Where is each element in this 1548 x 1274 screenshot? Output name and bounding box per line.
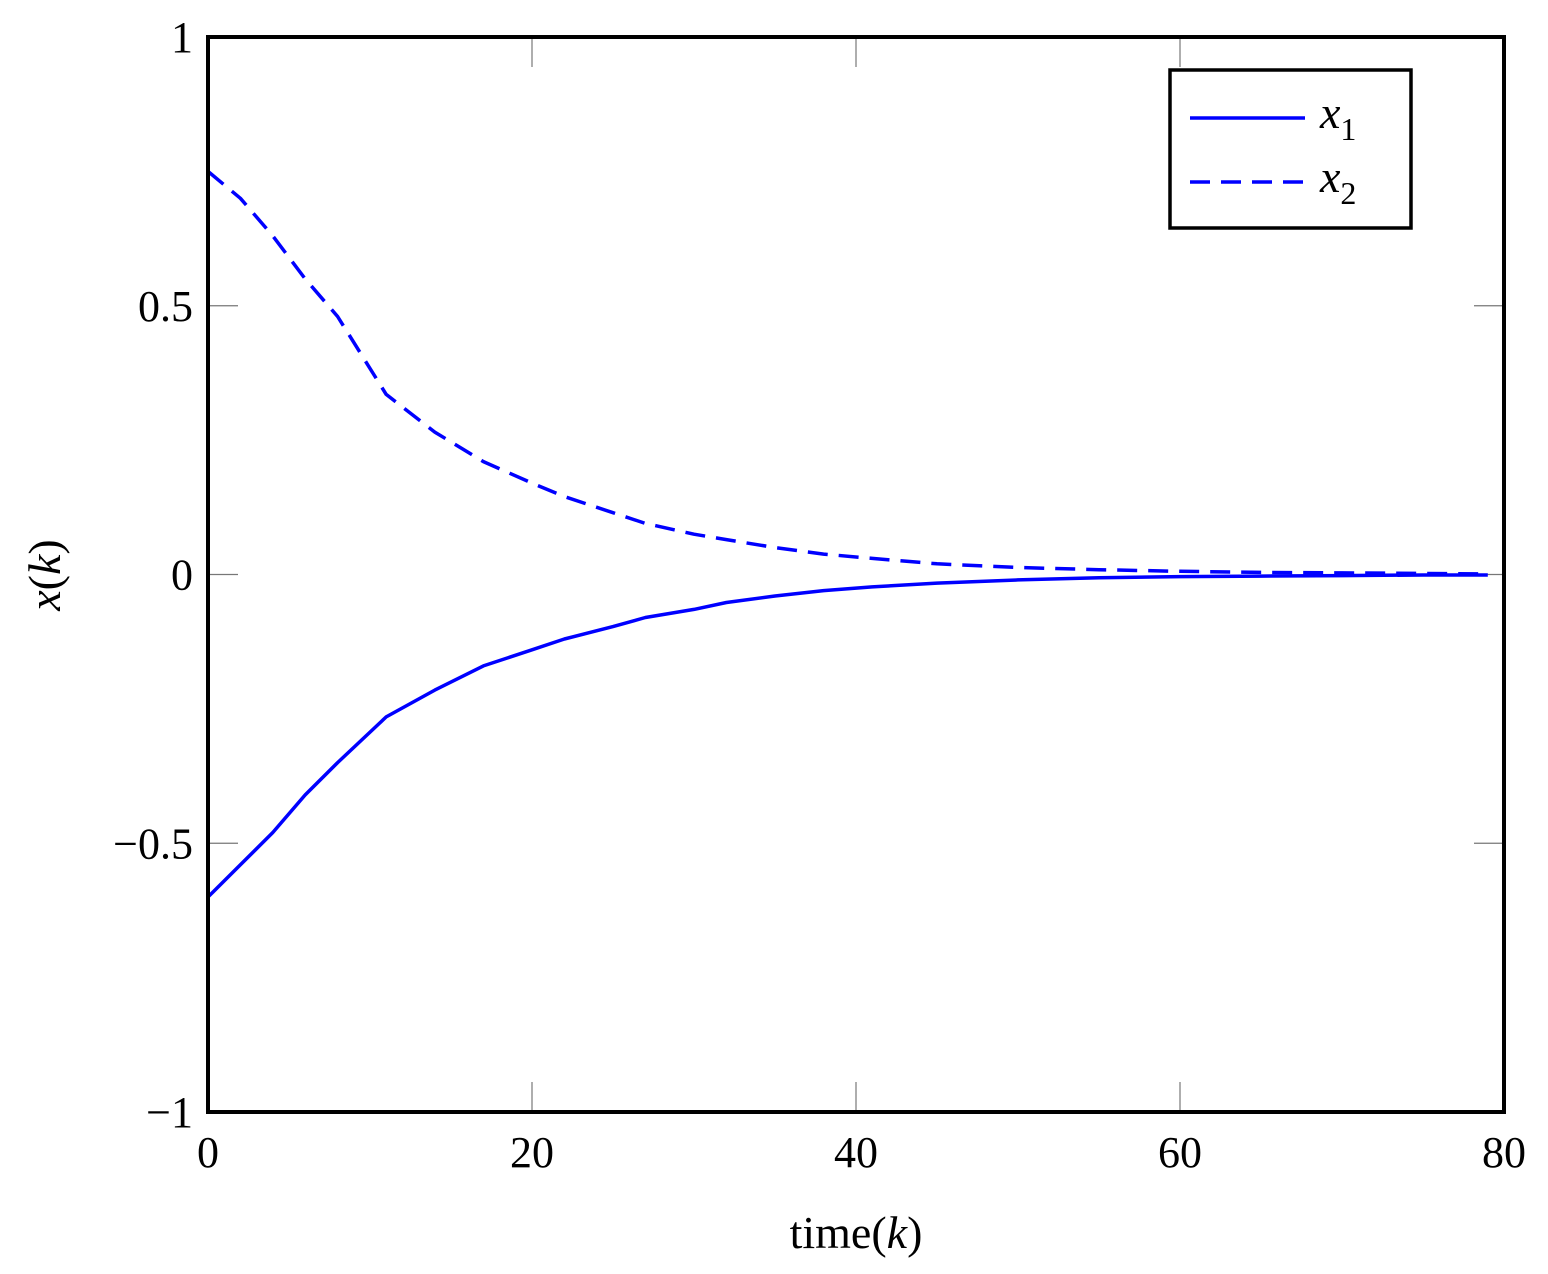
x-tick-label: 0 <box>197 1128 219 1177</box>
y-tick-label: 0 <box>171 551 193 600</box>
y-axis-label-open: ( <box>19 575 70 590</box>
x-axis-label-suffix: ) <box>907 1207 922 1258</box>
x-axis-label: time(k) <box>790 1207 923 1258</box>
legend-box <box>1168 68 1413 230</box>
x-tick-label: 60 <box>1158 1128 1202 1177</box>
y-tick-label: −1 <box>146 1088 193 1137</box>
series-line-x1 <box>206 573 1488 899</box>
y-axis-label-close: ) <box>19 539 70 554</box>
legend-label-x1-sub: 1 <box>1340 111 1356 147</box>
y-tick-label: 0.5 <box>138 282 193 331</box>
series-line-x2 <box>206 170 1488 576</box>
x-tick-label: 20 <box>510 1128 554 1177</box>
legend-label-x2-sub: 2 <box>1340 175 1356 211</box>
legend-label-x1: x1 <box>1319 87 1356 147</box>
plot-frame <box>206 35 1506 1114</box>
legend-label-x2-base: x <box>1319 151 1341 202</box>
tick-labels: 0 20 40 60 80 −1 −0.5 0 0.5 1 <box>113 13 1526 1177</box>
y-tick-label: 1 <box>171 13 193 62</box>
y-axis-label-prefix: x <box>19 590 70 612</box>
y-tick-label: −0.5 <box>113 819 193 868</box>
x-tick-label: 80 <box>1482 1128 1526 1177</box>
y-axis-label-var: k <box>19 553 70 575</box>
x-tick-label: 40 <box>834 1128 878 1177</box>
legend-label-x1-base: x <box>1319 87 1341 138</box>
legend: x1 x2 <box>1168 68 1413 230</box>
series-layer <box>206 170 1488 899</box>
x-axis-label-prefix: time( <box>790 1207 887 1258</box>
y-axis-label: x(k) <box>19 539 70 612</box>
legend-label-x2: x2 <box>1319 151 1356 211</box>
x-axis-label-var: k <box>887 1207 909 1258</box>
